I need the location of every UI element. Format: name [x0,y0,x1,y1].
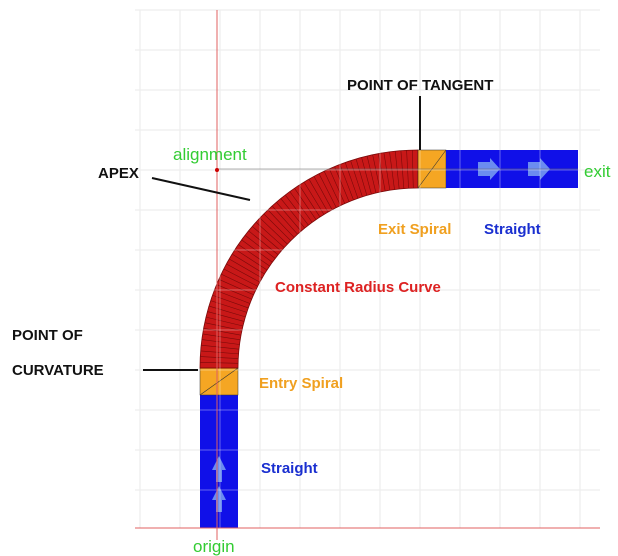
label: Constant Radius Curve [275,279,441,296]
curve-ray [318,173,337,208]
curve-ray [276,202,302,232]
direction-arrows [212,158,550,512]
grid-overlay [135,9,600,528]
curve-ray [280,198,305,229]
curve-ray [383,152,391,191]
curve-ray [263,213,291,241]
curve-ray [229,258,263,279]
curve-ray [308,179,329,213]
curve-ray [313,176,333,210]
curve-ray [323,171,341,206]
curve-ray [248,230,279,255]
curve-segment [199,149,419,369]
curve-ray [200,356,239,359]
label: POINT OF TANGENT [347,77,493,94]
label: Exit Spiral [378,221,451,238]
curve-ray [303,181,325,215]
label: Straight [484,221,541,238]
curve-ray [238,244,270,267]
curve-ray [259,217,288,245]
curve-ray [389,151,395,190]
curve-ray [285,194,309,226]
curve-ray [366,155,377,194]
label: CURVATURE [12,362,104,379]
curve-ray [241,239,273,263]
curve-ray [202,333,241,341]
curve-ray [208,305,246,318]
label: APEX [98,165,139,182]
curve-ray [203,327,242,336]
label: alignment [173,145,247,164]
curve-ray [212,294,249,309]
label: Straight [261,460,318,477]
curve-ray [207,311,245,322]
curve-ray [200,350,239,355]
grid [135,9,600,528]
curve-ray [231,253,265,275]
curve-ray [216,284,252,300]
curve-ray [255,221,285,248]
curve-ray [252,226,282,252]
curve-ray [244,235,276,259]
curve-ray [400,150,405,189]
curve-ray [200,361,239,364]
curve-ray [201,344,240,350]
curve-ray [294,188,317,220]
curve-ray [339,164,354,201]
curve-ray [214,289,251,304]
curve-ray [394,151,400,190]
curve-ray [289,191,313,223]
label: origin [193,537,235,556]
curve-ray [235,249,268,271]
curve-ray [204,322,242,331]
curve-ray [205,316,244,327]
label: Entry Spiral [259,375,343,392]
curve-ray [299,185,321,218]
label: exit [584,162,611,181]
arrow [212,486,226,512]
curve-ray [350,160,363,197]
leader-line [151,177,251,201]
curve-ray [226,263,260,283]
curve-ray [377,153,386,192]
curve-ray [329,168,346,204]
arrow [212,456,226,482]
curve-ray [223,268,258,287]
curve-ray [372,154,381,192]
curve-ray [267,209,295,238]
curve-ray [334,166,350,202]
curve-ray [221,273,256,291]
alignment-point [215,168,219,172]
curve-ray [361,157,372,195]
curve-ray [271,205,298,235]
curve-ray [218,279,254,296]
curve-ray [355,158,368,196]
curve-ray [201,339,240,345]
label: POINT OF [12,327,83,344]
spiral-diagonal [199,367,239,396]
curve-shading [200,150,419,369]
curve-ray [344,162,359,199]
